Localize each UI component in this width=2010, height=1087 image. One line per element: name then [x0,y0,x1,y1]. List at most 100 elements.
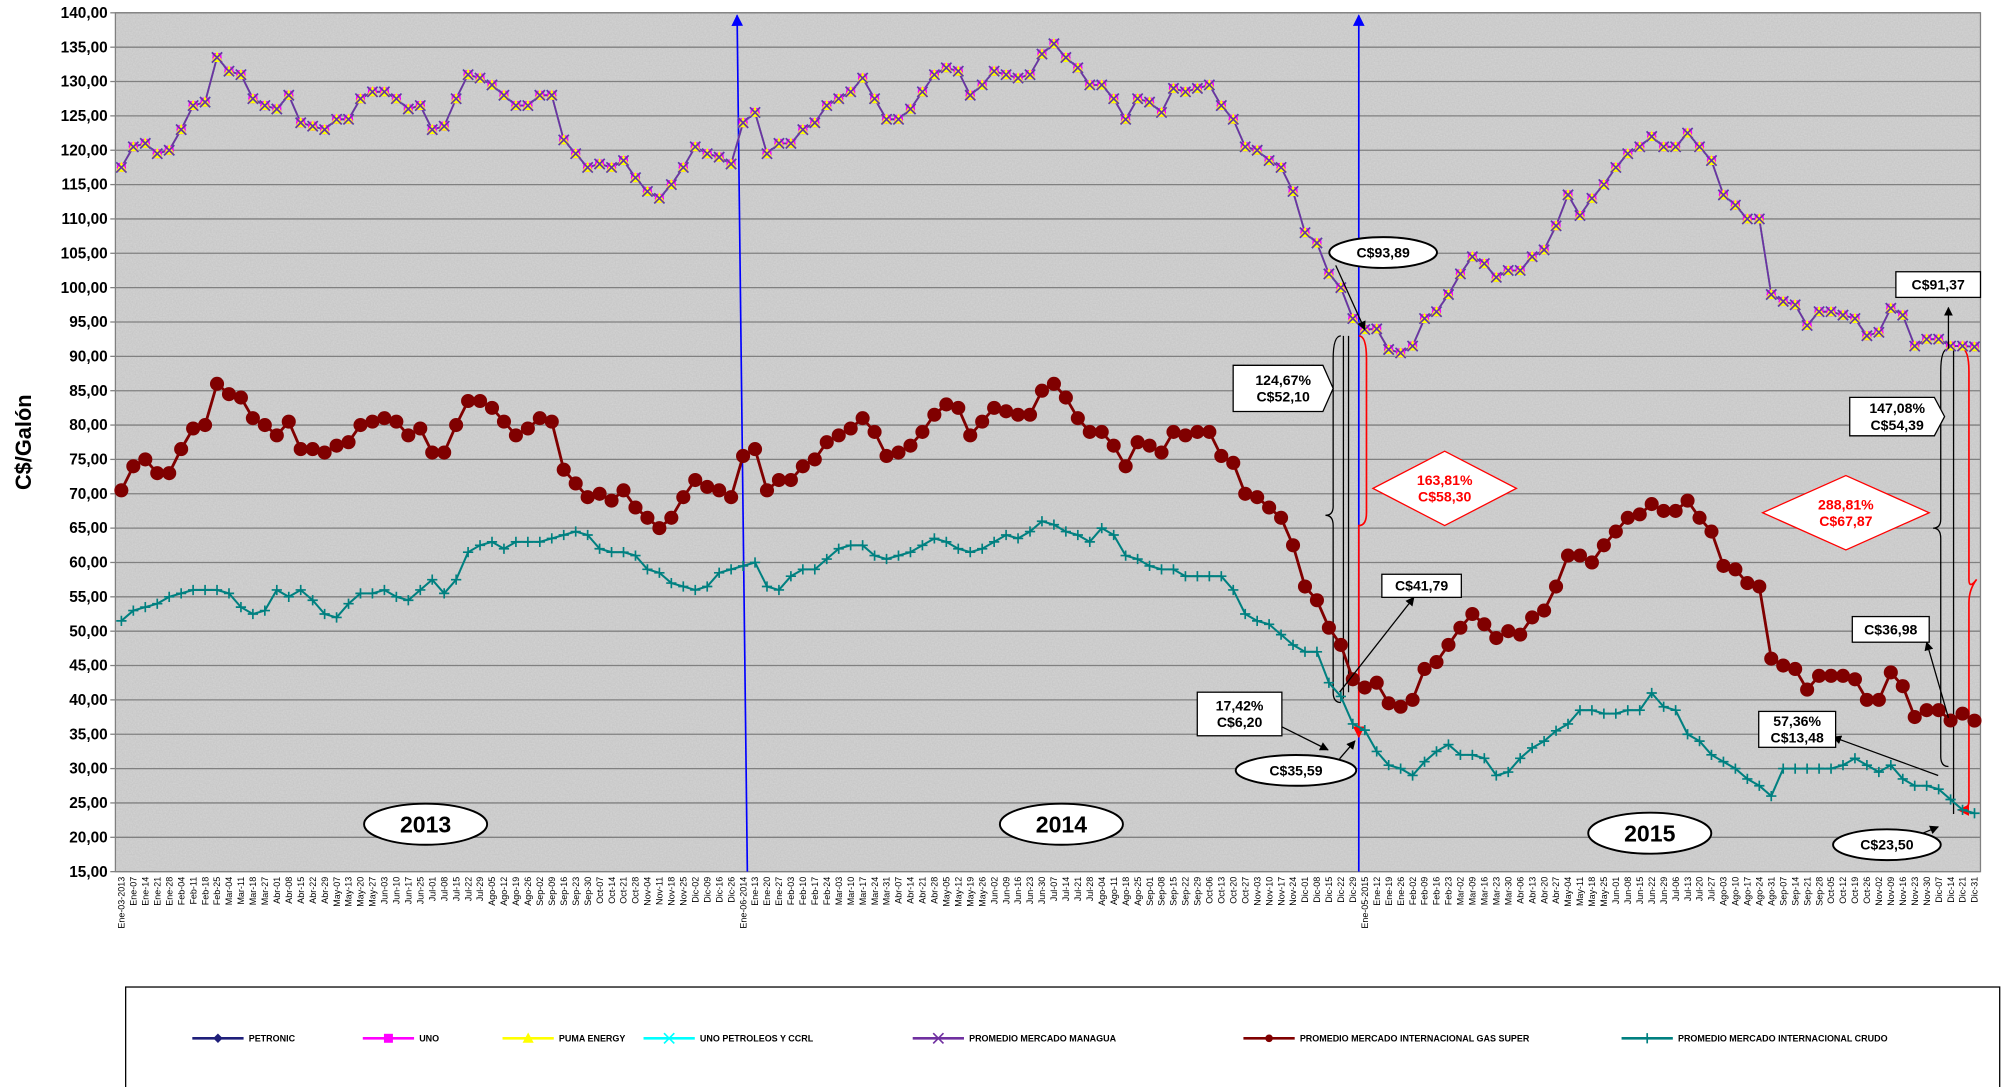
marker [879,448,894,464]
marker [1082,424,1097,439]
marker [317,445,332,460]
brace [1325,335,1341,704]
marker [1740,576,1755,591]
x-tick-label: Ene-06-2014 [738,877,748,929]
marker [1921,780,1932,791]
x-tick-label: Oct-06 [1205,877,1215,904]
marker [999,404,1014,419]
marker [305,442,320,457]
marker [1046,376,1061,391]
x-tick-label: Mar-16 [1480,877,1490,905]
marker [151,147,163,160]
marker [1430,305,1443,318]
marker [1011,407,1026,422]
marker [1538,244,1550,256]
marker [1778,763,1789,774]
x-tick-label: Mar-23 [1491,877,1501,905]
x-tick-label: Oct-13 [1217,877,1227,904]
marker [1883,665,1898,680]
marker [1956,340,1969,352]
x-tick-label: Feb-16 [1432,877,1442,905]
x-tick-label: Jun-08 [1623,877,1633,904]
marker [1204,571,1215,582]
marker [845,540,856,551]
x-tick-label: Ene-12 [1372,877,1382,906]
x-tick-label: Nov-09 [1886,877,1896,906]
marker [1012,72,1024,84]
marker [688,472,703,488]
marker [1847,672,1862,687]
marker [462,68,474,81]
marker [642,564,653,575]
marker [1359,724,1370,736]
marker [377,411,392,426]
y-tick-label: 60,00 [69,555,107,572]
marker [403,595,414,606]
marker [1693,141,1706,153]
marker [1610,708,1621,719]
marker [714,567,725,578]
marker [963,428,978,443]
x-tick-label: Ene-13 [750,877,760,906]
x-tick-label: Dic-02 [690,877,700,903]
legend-label: UNO PETROLEOS Y CCRL [700,1033,814,1043]
marker [903,438,918,453]
x-tick-label: Feb-25 [212,877,222,905]
x-tick-label: Abr-22 [308,877,318,904]
marker [604,493,619,508]
x-tick-label: Jun-02 [989,877,999,904]
x-tick-label: May-27 [368,877,378,907]
marker [1034,383,1050,398]
marker [1718,756,1729,767]
x-tick-label: Mar-31 [882,877,892,905]
marker [1835,668,1851,683]
marker [592,486,607,501]
marker [1154,445,1169,460]
x-tick-label: Dic-09 [702,877,712,903]
x-tick-label: Jun-09 [1001,877,1011,904]
marker [283,591,294,602]
marker [164,591,175,602]
marker [593,158,606,170]
marker [1812,668,1827,683]
marker [1764,651,1779,666]
y-tick-label: 90,00 [69,348,107,365]
marker [1369,675,1384,690]
marker [809,117,821,129]
marker [1240,608,1251,620]
marker [1788,661,1803,677]
marker [1861,330,1873,342]
marker [437,445,452,460]
marker [1859,692,1874,707]
marker [1371,746,1382,757]
marker [307,595,318,606]
x-tick-label: Nov-23 [1910,877,1920,906]
marker [783,472,798,488]
marker [414,99,426,112]
marker [1885,302,1897,314]
marker [1395,763,1406,774]
x-tick-label: Abr-29 [320,877,330,904]
y-tick-label: 70,00 [69,486,107,503]
x-tick-label: Feb-10 [798,877,808,905]
legend-marker [1642,1033,1653,1044]
marker [678,581,689,592]
x-tick-label: Feb-17 [810,877,820,905]
x-tick-label: Ene-27 [774,877,784,906]
marker [965,547,976,558]
marker [712,483,727,498]
marker [546,89,558,101]
marker [893,550,904,561]
marker [1297,579,1313,594]
marker [402,103,415,115]
marker [1084,536,1095,547]
marker [1752,579,1767,594]
legend: PETRONIC UNO PUMA ENERGY UNO PETROLEOS Y CC… [192,1032,1888,1045]
x-tick-label: Abr-07 [894,877,904,904]
marker [964,89,976,101]
x-tick-label: Abr-14 [906,877,916,904]
x-tick-label: Oct-05 [1826,877,1836,904]
x-tick-label: Nov-17 [1276,877,1286,906]
marker [773,137,785,150]
marker [844,86,857,98]
